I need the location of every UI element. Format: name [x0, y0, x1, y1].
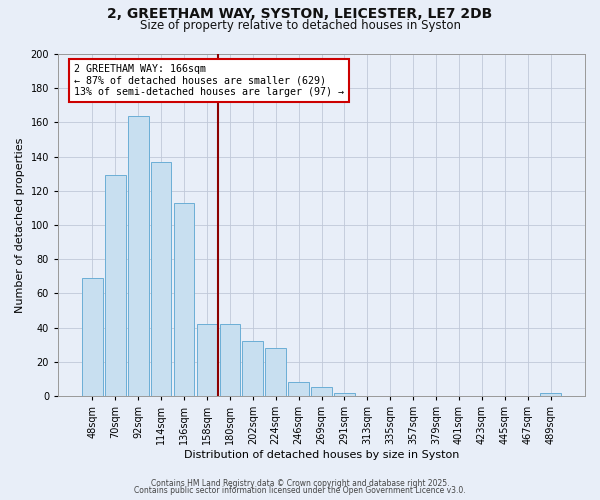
Bar: [105, 176, 125, 396]
Bar: [311, 388, 332, 396]
Text: Size of property relative to detached houses in Syston: Size of property relative to detached ho…: [139, 19, 461, 32]
Text: Contains public sector information licensed under the Open Government Licence v3: Contains public sector information licen…: [134, 486, 466, 495]
Bar: [197, 324, 217, 396]
Bar: [289, 382, 309, 396]
Bar: [541, 392, 561, 396]
Bar: [82, 278, 103, 396]
Bar: [334, 392, 355, 396]
Bar: [128, 116, 149, 396]
Bar: [242, 342, 263, 396]
Bar: [265, 348, 286, 396]
Y-axis label: Number of detached properties: Number of detached properties: [15, 138, 25, 312]
Bar: [220, 324, 240, 396]
Text: 2, GREETHAM WAY, SYSTON, LEICESTER, LE7 2DB: 2, GREETHAM WAY, SYSTON, LEICESTER, LE7 …: [107, 8, 493, 22]
X-axis label: Distribution of detached houses by size in Syston: Distribution of detached houses by size …: [184, 450, 459, 460]
Bar: [174, 203, 194, 396]
Bar: [151, 162, 172, 396]
Text: Contains HM Land Registry data © Crown copyright and database right 2025.: Contains HM Land Registry data © Crown c…: [151, 478, 449, 488]
Text: 2 GREETHAM WAY: 166sqm
← 87% of detached houses are smaller (629)
13% of semi-de: 2 GREETHAM WAY: 166sqm ← 87% of detached…: [74, 64, 344, 98]
